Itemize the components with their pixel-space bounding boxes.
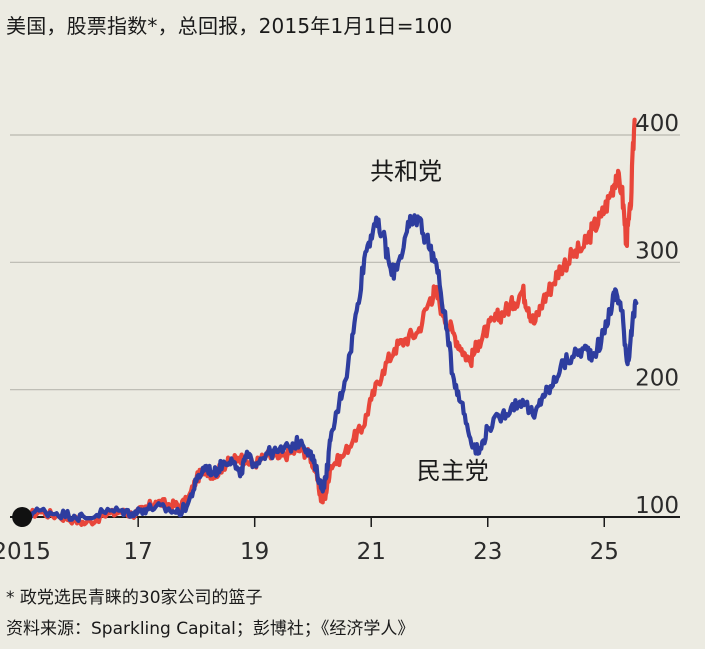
y-tick-label-100: 100: [635, 493, 679, 519]
x-axis: 2015 17 19 21 23 25: [0, 516, 680, 565]
x-tick-label-19: 19: [240, 539, 269, 565]
x-tick-label-25: 25: [590, 539, 619, 565]
chart-title: 美国，股票指数*，总回报，2015年1月1日=100: [6, 14, 453, 38]
start-marker: [12, 507, 33, 527]
start-marker-layer: [12, 507, 33, 527]
y-tick-label-400: 400: [635, 111, 679, 137]
series-line-republican: [19, 117, 637, 527]
y-tick-labels: 100 200 300 400: [635, 111, 679, 519]
label-republican: 共和党: [370, 158, 442, 186]
x-tick-label-17: 17: [124, 539, 153, 565]
x-tick-label-21: 21: [357, 539, 386, 565]
label-democrat: 民主党: [417, 457, 489, 485]
series-line-democrat: [19, 213, 639, 523]
x-tick-label-2015: 2015: [0, 539, 51, 565]
y-tick-label-300: 300: [635, 238, 679, 264]
y-tick-label-200: 200: [635, 366, 679, 392]
x-tick-label-23: 23: [473, 539, 502, 565]
footnote: * 政党选民青睐的30家公司的篮子: [6, 588, 263, 608]
series-lines: [19, 117, 639, 527]
source-note: 资料来源：Sparkling Capital；彭博社；《经济学人》: [6, 619, 415, 639]
